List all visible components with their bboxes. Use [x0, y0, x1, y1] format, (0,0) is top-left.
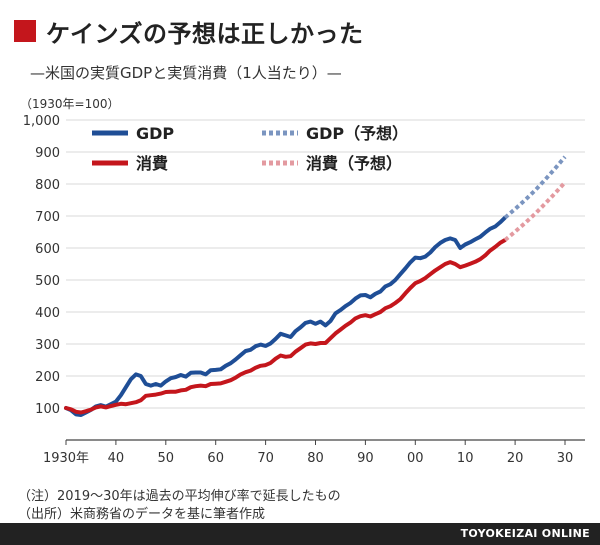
x-tick-label: 00 [407, 451, 424, 466]
y-tick-label: 700 [35, 210, 60, 225]
chart-subtitle: —米国の実質GDPと実質消費（1人当たり）— [30, 64, 342, 82]
y-tick-label: 500 [35, 274, 60, 289]
x-tick-label: 80 [307, 451, 324, 466]
series-line-consumption [64, 238, 508, 415]
x-tick-label: 1930年 [43, 451, 89, 466]
legend-label: 消費（予想） [306, 154, 402, 173]
x-tick-label: 50 [158, 451, 175, 466]
x-tick-label: 60 [207, 451, 224, 466]
legend-label: 消費 [136, 154, 168, 173]
title-square-icon [14, 20, 36, 42]
x-tick-label: 30 [557, 451, 574, 466]
title-row: ケインズの予想は正しかった [14, 14, 364, 48]
y-tick-label: 900 [35, 146, 60, 161]
x-tick-label: 90 [357, 451, 374, 466]
footnote-source: （出所）米商務省のデータを基に筆者作成 [18, 507, 266, 522]
credit-bar: TOYOKEIZAI ONLINE [0, 523, 600, 545]
legend-label: GDP（予想） [306, 124, 408, 143]
y-tick-label: 800 [35, 178, 60, 193]
x-tick-label: 10 [457, 451, 474, 466]
y-tick-label: 1,000 [23, 114, 60, 129]
y-tick-label: 300 [35, 338, 60, 353]
unit-note: （1930年=100） [20, 97, 120, 111]
y-tick-label: 200 [35, 370, 60, 385]
footnote-note: （注）2019〜30年は過去の平均伸び率で延長したもの [18, 489, 341, 504]
legend-label: GDP [136, 124, 174, 143]
y-tick-label: 600 [35, 242, 60, 257]
series-line-gdp-forecast [503, 155, 567, 220]
x-tick-label: 70 [257, 451, 274, 466]
x-tick-label: 40 [108, 451, 125, 466]
y-tick-label: 100 [35, 402, 60, 417]
x-tick-label: 20 [507, 451, 524, 466]
series-line-gdp [64, 215, 508, 417]
chart-title: ケインズの予想は正しかった [46, 19, 364, 48]
y-tick-label: 400 [35, 306, 60, 321]
